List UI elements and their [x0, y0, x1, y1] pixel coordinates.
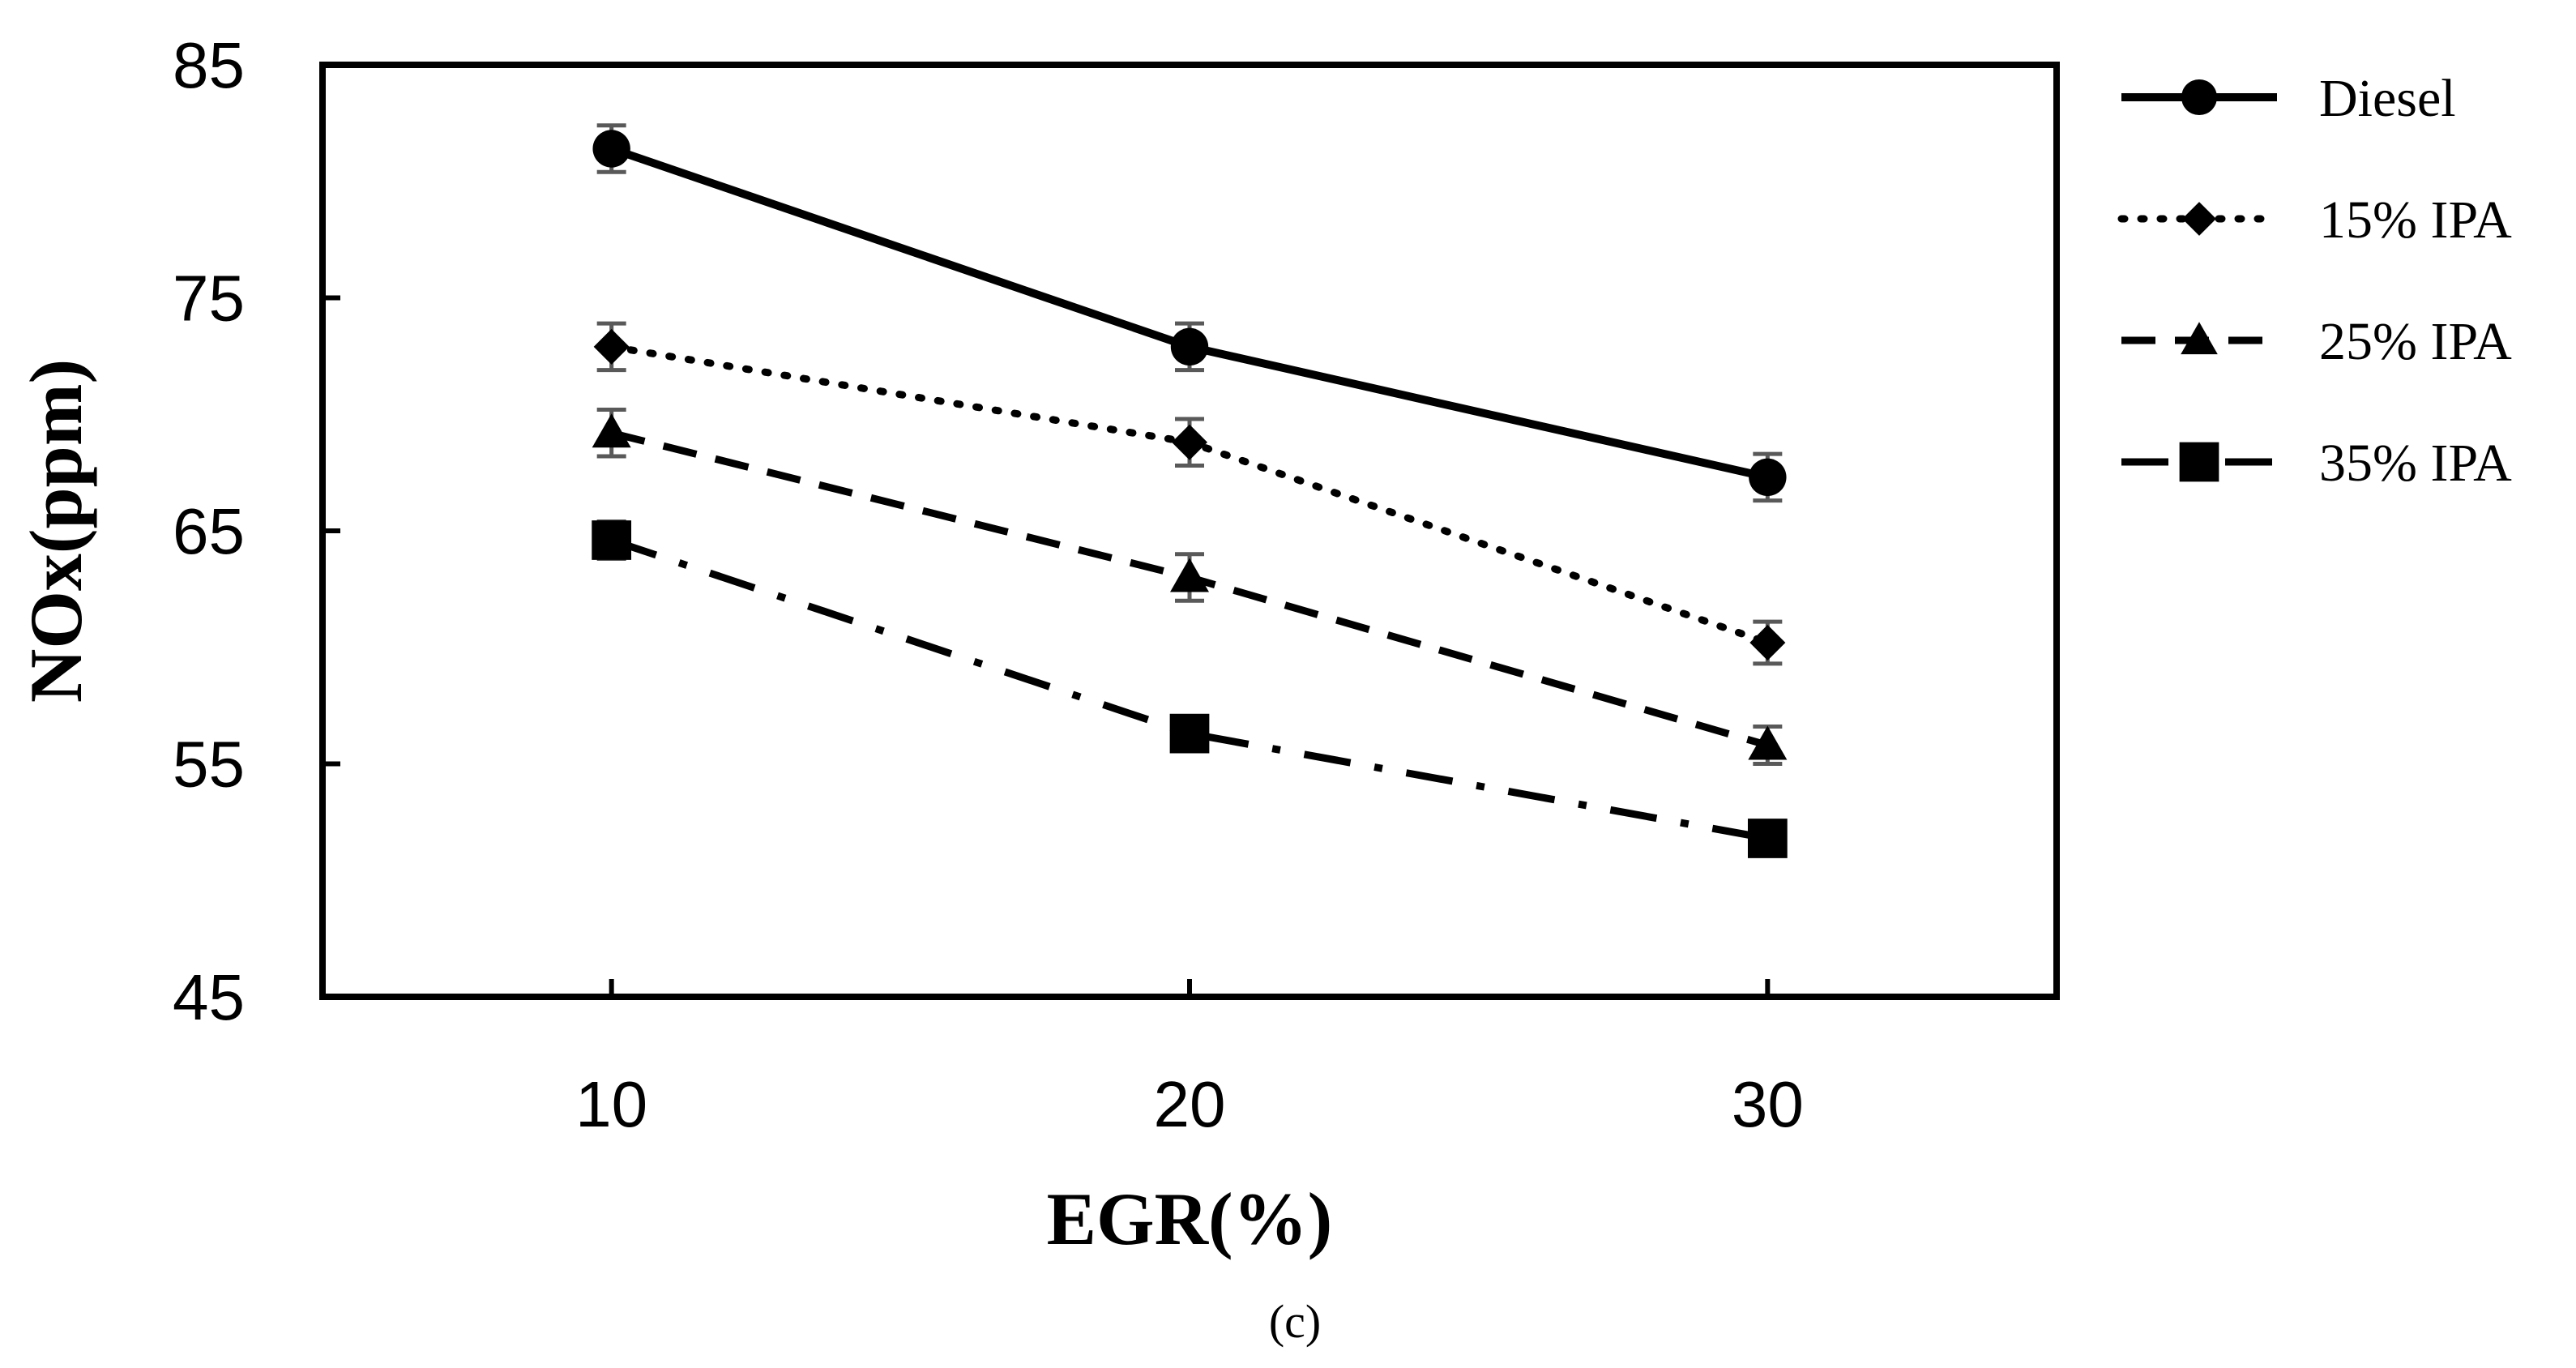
data-point-square	[592, 520, 632, 560]
legend-marker	[2182, 202, 2216, 236]
series-25-ipa	[592, 408, 1788, 766]
x-tick-label: 20	[1154, 1068, 1226, 1140]
x-axis-title: EGR(%)	[1047, 1178, 1333, 1260]
legend-entry: 25% IPA	[2121, 312, 2512, 371]
data-point-circle	[1170, 327, 1209, 366]
x-tick-label: 10	[575, 1068, 647, 1140]
y-tick-label: 55	[173, 729, 245, 801]
legend-label: Diesel	[2319, 69, 2456, 128]
series-15-ipa	[593, 321, 1786, 666]
series-35-ipa	[592, 519, 1788, 858]
y-tick-label: 45	[173, 961, 245, 1033]
legend-label: 25% IPA	[2319, 312, 2512, 371]
legend: Diesel 15% IPA 25% IPA 35% IPA	[2117, 69, 2512, 493]
data-point-triangle	[1748, 725, 1788, 760]
x-axis-ticks: 10 20 30	[575, 979, 1804, 1140]
y-axis-title: NOx(ppm)	[15, 359, 97, 703]
y-tick-label: 85	[173, 29, 245, 101]
y-axis-ticks: 45 55 65 75 85	[173, 29, 340, 1033]
data-point-diamond	[1172, 424, 1207, 460]
x-tick-label: 30	[1732, 1068, 1804, 1140]
series-diesel	[592, 123, 1787, 503]
y-tick-label: 65	[173, 495, 245, 567]
data-point-diamond	[1749, 625, 1786, 660]
legend-label: 35% IPA	[2319, 434, 2512, 493]
data-point-triangle	[592, 413, 631, 448]
data-point-diamond	[593, 328, 630, 365]
figure-caption: (c)	[1269, 1295, 1321, 1348]
data-point-circle	[592, 130, 630, 168]
legend-entry: 15% IPA	[2117, 190, 2512, 250]
data-point-square	[1747, 819, 1788, 858]
legend-entry: 35% IPA	[2121, 434, 2512, 493]
legend-label: 15% IPA	[2319, 190, 2512, 250]
legend-entry: Diesel	[2121, 69, 2456, 128]
data-point-triangle	[1170, 558, 1209, 592]
data-point-square	[1169, 713, 1210, 754]
series-layer	[592, 123, 1788, 858]
legend-marker	[2181, 79, 2218, 116]
y-tick-label: 75	[173, 263, 245, 335]
legend-marker	[2179, 442, 2219, 482]
legend-marker	[2181, 322, 2218, 355]
data-point-circle	[1749, 458, 1787, 497]
